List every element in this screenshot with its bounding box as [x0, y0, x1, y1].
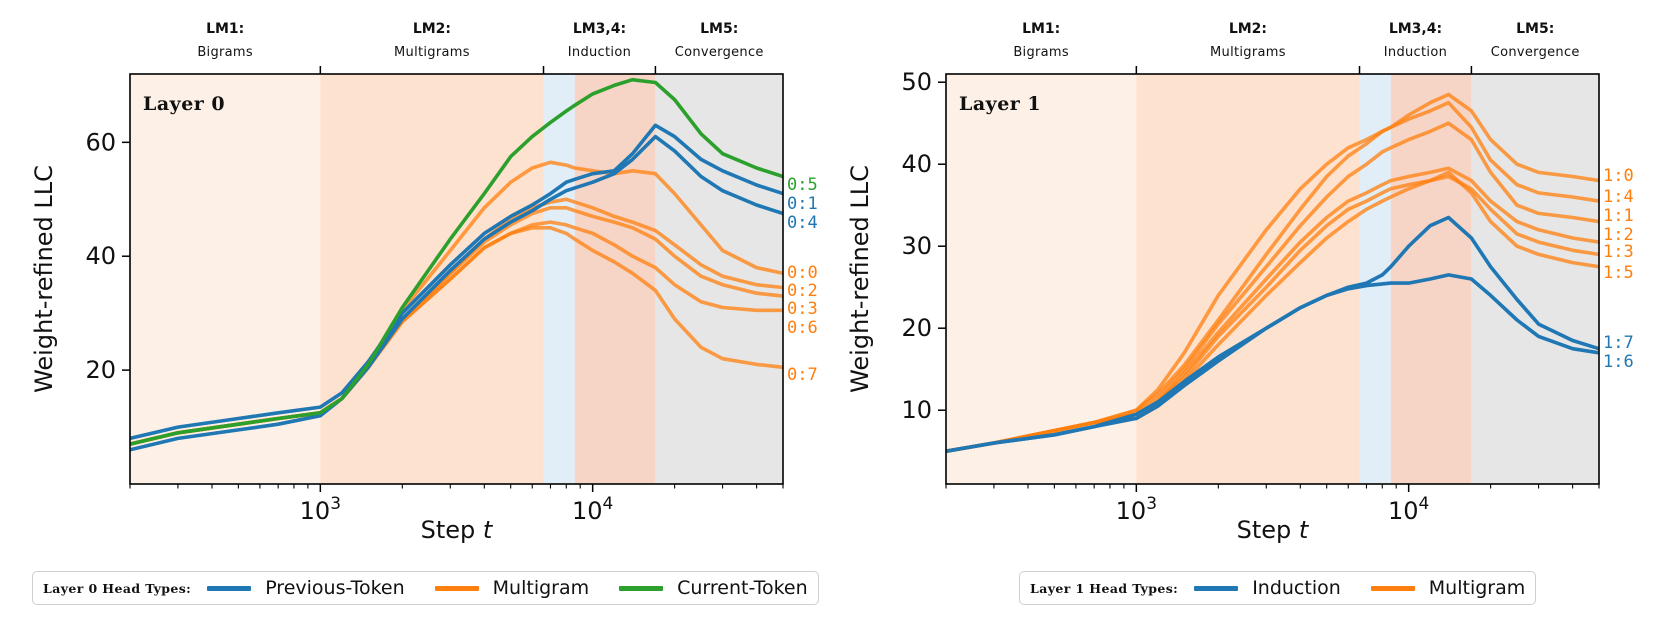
end-label-1:5: 1:5 [1603, 263, 1634, 283]
legend-item-multigram: Multigram [1370, 577, 1526, 599]
stage-band [655, 74, 783, 484]
stage-label-top: LM5: [1516, 21, 1554, 37]
end-label-0:5: 0:5 [787, 175, 818, 195]
stage-label-bottom: Convergence [675, 45, 764, 60]
stage-label-bottom: Convergence [1491, 45, 1580, 60]
end-label-1:2: 1:2 [1603, 225, 1634, 245]
end-label-1:6: 1:6 [1603, 352, 1634, 372]
end-label-0:6: 0:6 [787, 318, 818, 338]
end-label-0:3: 0:3 [787, 299, 818, 319]
x-axis-label-var: t [483, 516, 494, 544]
legend-label: Multigram [1428, 577, 1526, 599]
stage-label-top: LM3,4: [573, 21, 626, 37]
y-axis-label: Weight-refined LLC [846, 165, 874, 393]
stage-label-top: LM1: [1022, 21, 1060, 37]
legend-label: Induction [1252, 577, 1341, 599]
stage-band [946, 74, 1137, 484]
series-line-1:4 [946, 100, 1599, 453]
stage-label-bottom: Bigrams [1013, 45, 1069, 60]
stage-label-top: LM5: [700, 21, 738, 37]
end-label-0:7: 0:7 [787, 365, 818, 385]
stage-band [574, 74, 656, 484]
end-label-1:1: 1:1 [1603, 206, 1634, 226]
legend-swatch [1194, 585, 1239, 591]
legend-item-induction: Induction [1194, 577, 1341, 599]
legend-swatch [207, 585, 252, 591]
y-tick-label: 10 [901, 396, 932, 424]
y-tick-label: 30 [901, 232, 932, 260]
stage-band [320, 74, 544, 484]
y-tick-label: 20 [901, 314, 932, 342]
panel-layer0: LM1: Bigrams LM2: Multigrams LM3,4: Induction… [30, 21, 818, 544]
y-tick-label: 60 [85, 128, 116, 156]
stage-label-bottom: Induction [1384, 45, 1447, 60]
legend-label: Previous-Token [265, 577, 405, 599]
x-tick-exponent: 3 [1146, 494, 1157, 514]
end-label-0:2: 0:2 [787, 281, 818, 301]
legend-swatch [1370, 585, 1415, 591]
legend-item-previous-token: Previous-Token [207, 577, 405, 599]
x-axis-label-var: t [1299, 516, 1310, 544]
x-axis-label: Step t [421, 516, 494, 544]
legend-item-multigram: Multigram [434, 577, 590, 599]
axes-frame [945, 73, 1600, 485]
stage-label-top: LM2: [413, 21, 451, 37]
stage-band [1471, 74, 1599, 484]
x-tick-exponent: 4 [1419, 494, 1430, 514]
panel-layer1: LM1: Bigrams LM2: Multigrams LM3,4: Induction… [846, 21, 1634, 544]
y-tick-label: 40 [85, 242, 116, 270]
legend-label: Multigram [492, 577, 590, 599]
stage-label-bottom: Multigrams [1210, 45, 1286, 60]
legend-swatch [619, 585, 664, 591]
stage-label-bottom: Bigrams [197, 45, 253, 60]
x-tick-exponent: 4 [603, 494, 614, 514]
legend-item-current-token: Current-Token [619, 577, 808, 599]
series-line-0:5 [130, 77, 783, 446]
stage-label-top: LM3,4: [1389, 21, 1442, 37]
x-tick-label: 104 [1388, 494, 1429, 525]
series-line-1:7 [946, 215, 1599, 453]
stage-band [543, 74, 575, 484]
legend-title: Layer 0 Head Types: [43, 580, 192, 596]
series-line-1:6 [946, 273, 1599, 453]
x-tick-label: 104 [572, 494, 613, 525]
x-tick-label: 103 [1116, 494, 1157, 525]
x-tick-exponent: 3 [330, 494, 341, 514]
legend-title: Layer 1 Head Types: [1030, 580, 1179, 596]
stage-label-top: LM1: [206, 21, 244, 37]
stage-label-top: LM2: [1229, 21, 1267, 37]
end-label-0:4: 0:4 [787, 213, 818, 233]
x-axis-label: Step t [1237, 516, 1310, 544]
end-label-1:3: 1:3 [1603, 242, 1634, 262]
end-label-0:1: 0:1 [787, 194, 818, 214]
y-axis-label: Weight-refined LLC [30, 165, 58, 393]
panel-title: Layer 1 [959, 93, 1041, 115]
y-tick-label: 40 [901, 150, 932, 178]
stage-label-bottom: Induction [568, 45, 631, 60]
series-line-0:4 [130, 134, 783, 452]
legend-label: Current-Token [677, 577, 808, 599]
panel-title: Layer 0 [143, 93, 225, 115]
axes-frame [129, 73, 784, 485]
stage-label-bottom: Multigrams [394, 45, 470, 60]
end-label-1:4: 1:4 [1603, 187, 1634, 207]
y-tick-label: 50 [901, 68, 932, 96]
end-label-0:0: 0:0 [787, 263, 818, 283]
y-tick-label: 20 [85, 356, 116, 384]
legend-layer1: Layer 1 Head Types: Induction Multigram [1019, 571, 1537, 605]
end-label-1:7: 1:7 [1603, 333, 1634, 353]
x-tick-label: 103 [300, 494, 341, 525]
end-label-1:0: 1:0 [1603, 166, 1634, 186]
legend-layer0: Layer 0 Head Types: Previous-Token Multi… [32, 571, 819, 605]
series-line-0:1 [130, 123, 783, 441]
legend-swatch [434, 585, 479, 591]
